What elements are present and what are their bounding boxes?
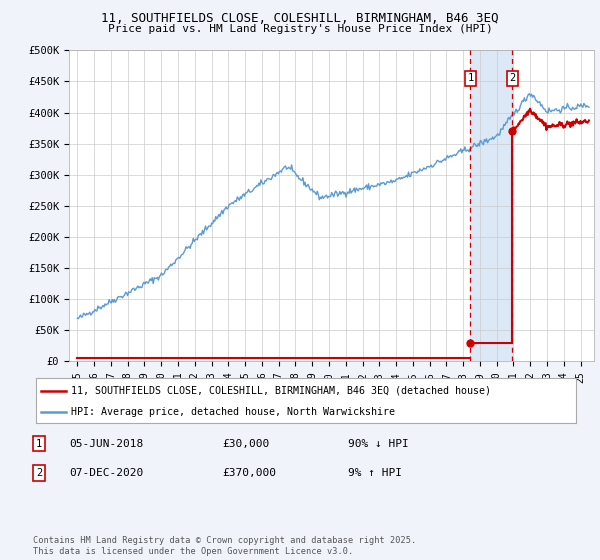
Text: Contains HM Land Registry data © Crown copyright and database right 2025.
This d: Contains HM Land Registry data © Crown c… — [33, 536, 416, 556]
Text: HPI: Average price, detached house, North Warwickshire: HPI: Average price, detached house, Nort… — [71, 407, 395, 417]
Bar — [470, 50, 512, 361]
Text: 1: 1 — [36, 438, 42, 449]
Text: 9% ↑ HPI: 9% ↑ HPI — [348, 468, 402, 478]
Text: 90% ↓ HPI: 90% ↓ HPI — [348, 438, 409, 449]
Text: 2: 2 — [509, 73, 515, 83]
Text: 1: 1 — [467, 73, 473, 83]
Text: 07-DEC-2020: 07-DEC-2020 — [69, 468, 143, 478]
Text: 11, SOUTHFIELDS CLOSE, COLESHILL, BIRMINGHAM, B46 3EQ (detached house): 11, SOUTHFIELDS CLOSE, COLESHILL, BIRMIN… — [71, 385, 491, 395]
Text: 11, SOUTHFIELDS CLOSE, COLESHILL, BIRMINGHAM, B46 3EQ: 11, SOUTHFIELDS CLOSE, COLESHILL, BIRMIN… — [101, 12, 499, 25]
Text: 2: 2 — [36, 468, 42, 478]
Text: £30,000: £30,000 — [222, 438, 269, 449]
Text: Price paid vs. HM Land Registry's House Price Index (HPI): Price paid vs. HM Land Registry's House … — [107, 24, 493, 34]
Text: 05-JUN-2018: 05-JUN-2018 — [69, 438, 143, 449]
Text: £370,000: £370,000 — [222, 468, 276, 478]
